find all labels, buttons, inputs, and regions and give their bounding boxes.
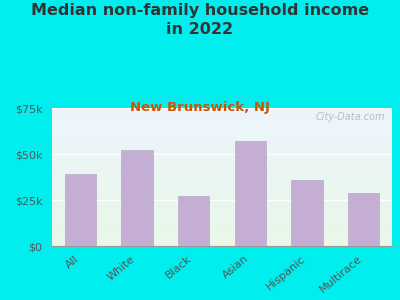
Text: City-Data.com: City-Data.com bbox=[316, 112, 385, 122]
Bar bbox=[178, 196, 209, 246]
Bar bbox=[292, 180, 322, 246]
Bar bbox=[235, 141, 266, 246]
Bar bbox=[122, 150, 152, 246]
Bar bbox=[348, 193, 379, 246]
Bar bbox=[65, 174, 96, 246]
Text: Median non-family household income
in 2022: Median non-family household income in 20… bbox=[31, 3, 369, 37]
Text: New Brunswick, NJ: New Brunswick, NJ bbox=[130, 100, 270, 113]
